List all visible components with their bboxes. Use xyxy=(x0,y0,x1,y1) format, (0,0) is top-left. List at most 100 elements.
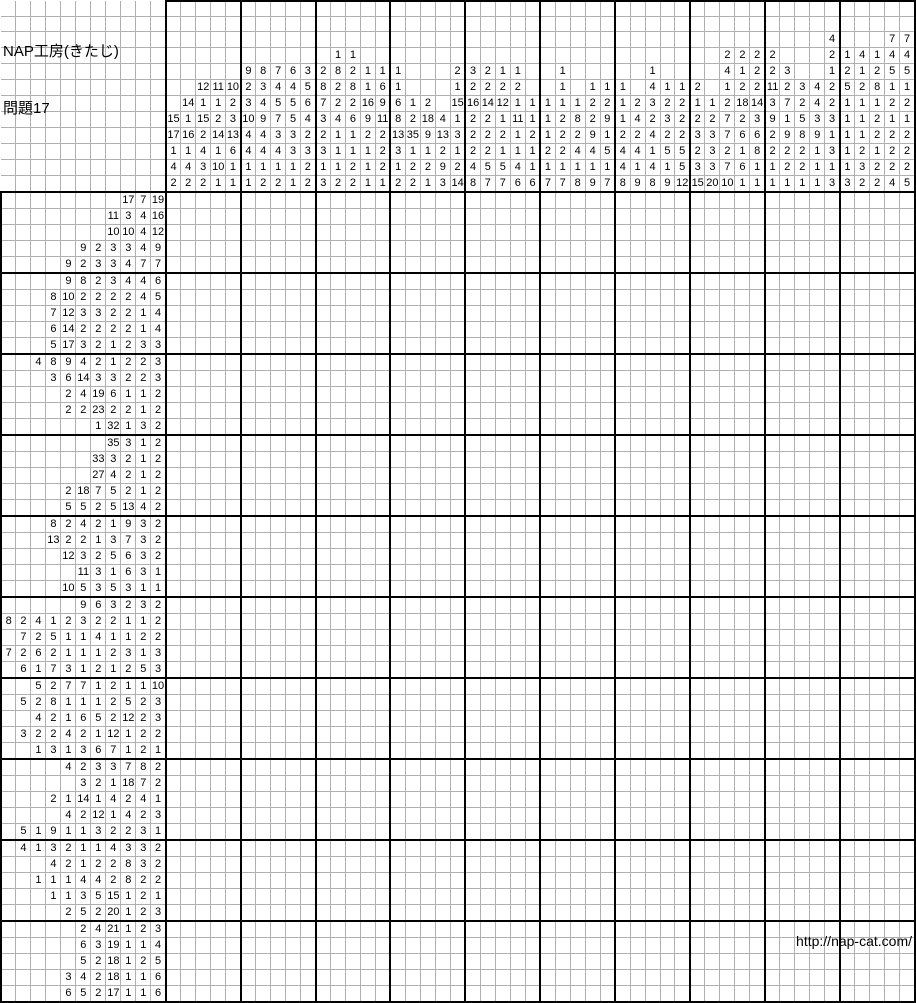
puzzle-cell[interactable] xyxy=(854,823,871,841)
puzzle-cell[interactable] xyxy=(540,645,556,662)
puzzle-cell[interactable] xyxy=(869,272,886,290)
puzzle-cell[interactable] xyxy=(255,434,272,452)
puzzle-cell[interactable] xyxy=(525,402,542,419)
puzzle-cell[interactable] xyxy=(180,208,197,225)
puzzle-cell[interactable] xyxy=(749,969,766,986)
puzzle-cell[interactable] xyxy=(764,726,781,743)
puzzle-cell[interactable] xyxy=(225,483,242,500)
puzzle-cell[interactable] xyxy=(734,661,751,679)
puzzle-cell[interactable] xyxy=(704,353,721,371)
puzzle-cell[interactable] xyxy=(480,272,496,290)
puzzle-cell[interactable] xyxy=(164,856,182,873)
puzzle-cell[interactable] xyxy=(195,726,212,743)
puzzle-cell[interactable] xyxy=(839,904,856,922)
puzzle-cell[interactable] xyxy=(495,596,511,614)
puzzle-cell[interactable] xyxy=(405,856,421,873)
puzzle-cell[interactable] xyxy=(674,321,691,338)
puzzle-cell[interactable] xyxy=(630,694,646,711)
puzzle-cell[interactable] xyxy=(734,337,751,355)
puzzle-cell[interactable] xyxy=(240,467,257,484)
puzzle-cell[interactable] xyxy=(210,791,227,808)
puzzle-cell[interactable] xyxy=(615,742,631,760)
puzzle-cell[interactable] xyxy=(495,434,511,452)
puzzle-cell[interactable] xyxy=(899,370,916,387)
puzzle-cell[interactable] xyxy=(734,791,751,808)
puzzle-cell[interactable] xyxy=(330,483,346,500)
puzzle-cell[interactable] xyxy=(719,710,736,727)
puzzle-cell[interactable] xyxy=(779,337,796,355)
puzzle-cell[interactable] xyxy=(465,953,481,970)
puzzle-cell[interactable] xyxy=(615,580,631,598)
puzzle-cell[interactable] xyxy=(899,289,916,306)
puzzle-cell[interactable] xyxy=(300,872,317,889)
puzzle-cell[interactable] xyxy=(164,710,182,727)
puzzle-cell[interactable] xyxy=(480,418,496,436)
puzzle-cell[interactable] xyxy=(270,483,287,500)
puzzle-cell[interactable] xyxy=(240,807,257,824)
puzzle-cell[interactable] xyxy=(285,726,302,743)
puzzle-cell[interactable] xyxy=(734,289,751,306)
puzzle-cell[interactable] xyxy=(869,791,886,808)
puzzle-cell[interactable] xyxy=(420,742,436,760)
puzzle-cell[interactable] xyxy=(660,564,676,581)
puzzle-cell[interactable] xyxy=(570,386,586,403)
puzzle-cell[interactable] xyxy=(555,645,571,662)
puzzle-cell[interactable] xyxy=(180,467,197,484)
puzzle-cell[interactable] xyxy=(255,256,272,274)
puzzle-cell[interactable] xyxy=(645,856,661,873)
puzzle-cell[interactable] xyxy=(540,321,556,338)
puzzle-cell[interactable] xyxy=(854,386,871,403)
puzzle-cell[interactable] xyxy=(779,791,796,808)
puzzle-cell[interactable] xyxy=(510,629,526,646)
puzzle-cell[interactable] xyxy=(899,613,916,630)
puzzle-cell[interactable] xyxy=(764,337,781,355)
puzzle-cell[interactable] xyxy=(164,499,182,517)
puzzle-cell[interactable] xyxy=(420,467,436,484)
puzzle-cell[interactable] xyxy=(225,985,242,1003)
puzzle-cell[interactable] xyxy=(689,483,706,500)
puzzle-cell[interactable] xyxy=(510,580,526,598)
puzzle-cell[interactable] xyxy=(450,758,467,776)
puzzle-cell[interactable] xyxy=(749,920,766,938)
puzzle-cell[interactable] xyxy=(270,499,287,517)
puzzle-cell[interactable] xyxy=(555,418,571,436)
puzzle-cell[interactable] xyxy=(405,386,421,403)
puzzle-cell[interactable] xyxy=(869,515,886,533)
puzzle-cell[interactable] xyxy=(270,823,287,841)
puzzle-cell[interactable] xyxy=(585,726,601,743)
puzzle-cell[interactable] xyxy=(615,337,631,355)
puzzle-cell[interactable] xyxy=(360,758,376,776)
puzzle-cell[interactable] xyxy=(435,305,451,322)
puzzle-cell[interactable] xyxy=(450,337,467,355)
puzzle-cell[interactable] xyxy=(600,289,617,306)
puzzle-cell[interactable] xyxy=(645,418,661,436)
puzzle-cell[interactable] xyxy=(450,888,467,905)
puzzle-cell[interactable] xyxy=(164,564,182,581)
puzzle-cell[interactable] xyxy=(645,532,661,549)
puzzle-cell[interactable] xyxy=(465,208,481,225)
puzzle-cell[interactable] xyxy=(794,645,811,662)
puzzle-cell[interactable] xyxy=(495,888,511,905)
puzzle-cell[interactable] xyxy=(645,370,661,387)
puzzle-cell[interactable] xyxy=(645,208,661,225)
puzzle-cell[interactable] xyxy=(854,661,871,679)
puzzle-cell[interactable] xyxy=(525,289,542,306)
puzzle-cell[interactable] xyxy=(839,272,856,290)
puzzle-cell[interactable] xyxy=(884,337,901,355)
puzzle-cell[interactable] xyxy=(839,613,856,630)
puzzle-cell[interactable] xyxy=(824,710,841,727)
puzzle-cell[interactable] xyxy=(270,289,287,306)
puzzle-cell[interactable] xyxy=(555,467,571,484)
puzzle-cell[interactable] xyxy=(450,402,467,419)
puzzle-cell[interactable] xyxy=(674,353,691,371)
puzzle-cell[interactable] xyxy=(375,677,392,695)
puzzle-cell[interactable] xyxy=(495,904,511,922)
puzzle-cell[interactable] xyxy=(285,451,302,468)
puzzle-cell[interactable] xyxy=(540,920,556,938)
puzzle-cell[interactable] xyxy=(719,596,736,614)
puzzle-cell[interactable] xyxy=(764,645,781,662)
puzzle-cell[interactable] xyxy=(240,499,257,517)
puzzle-cell[interactable] xyxy=(180,564,197,581)
puzzle-cell[interactable] xyxy=(884,694,901,711)
puzzle-cell[interactable] xyxy=(630,190,646,209)
